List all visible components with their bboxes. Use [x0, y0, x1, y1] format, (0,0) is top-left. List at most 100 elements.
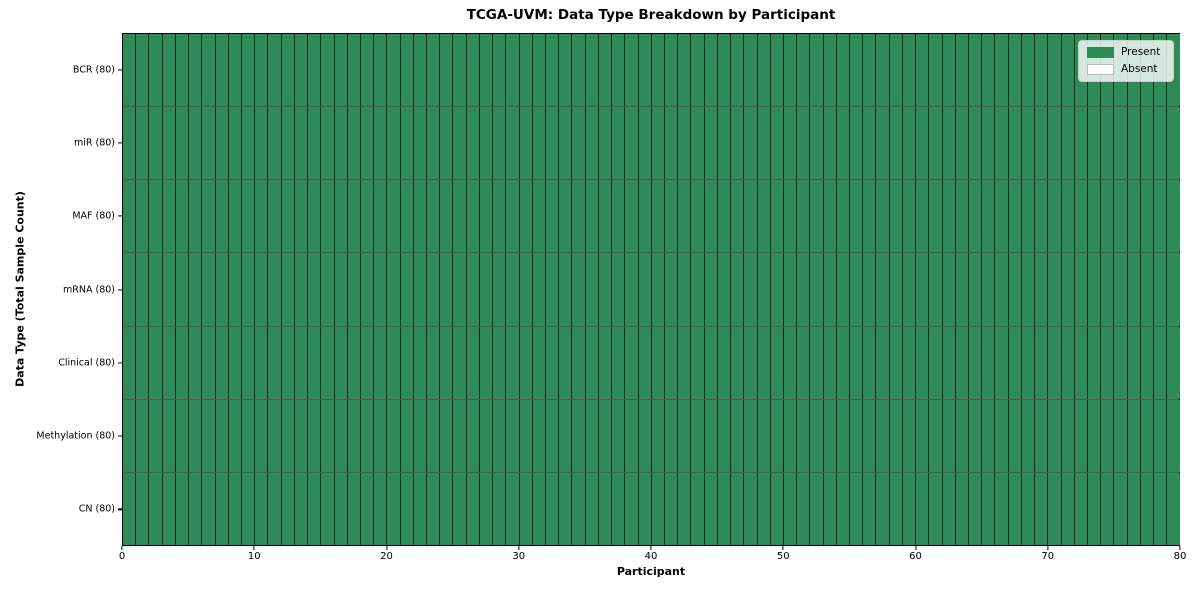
heatmap-cell [228, 34, 242, 107]
heatmap-cell [546, 34, 560, 107]
heatmap-cell [559, 326, 573, 399]
heatmap-cell [466, 253, 480, 326]
heatmap-cell [863, 107, 877, 180]
heatmap-cell [836, 472, 851, 545]
heatmap-cell [493, 326, 507, 399]
heatmap-cell [691, 326, 705, 399]
heatmap-cell [493, 34, 507, 107]
heatmap-cell [202, 34, 216, 107]
legend-label-absent: Absent [1121, 63, 1158, 76]
heatmap-cell [241, 399, 256, 472]
heatmap-cell [347, 472, 361, 545]
heatmap-cell [902, 107, 917, 180]
heatmap-cell [334, 253, 348, 326]
heatmap-cell [136, 253, 150, 326]
heatmap-cell [916, 399, 930, 472]
heatmap-cell [506, 326, 520, 399]
heatmap-cell [1074, 107, 1088, 180]
heatmap-cell [1074, 399, 1088, 472]
heatmap-cell [215, 399, 229, 472]
x-tick-mark [1179, 546, 1181, 550]
heatmap-cell [1074, 180, 1088, 253]
heatmap-cell [902, 399, 917, 472]
heatmap-cell [889, 326, 903, 399]
heatmap-cell [664, 180, 679, 253]
heatmap-cell [995, 180, 1009, 253]
heatmap-cell [1035, 472, 1049, 545]
heatmap-cell [691, 34, 705, 107]
heatmap-cell [519, 34, 533, 107]
heatmap-cell [717, 180, 732, 253]
heatmap-cell [744, 472, 758, 545]
heatmap-cell [757, 399, 771, 472]
heatmap-cell [268, 253, 282, 326]
heatmap-cell [704, 472, 718, 545]
heatmap-cell [612, 107, 626, 180]
heatmap-cell [1127, 399, 1141, 472]
heatmap-cell [453, 326, 467, 399]
heatmap-cell [823, 253, 837, 326]
heatmap-cell [189, 34, 203, 107]
heatmap-cell [1048, 107, 1062, 180]
heatmap-cell [982, 399, 996, 472]
heatmap-cell [479, 34, 494, 107]
heatmap-cell [704, 326, 718, 399]
heatmap-cell [982, 253, 996, 326]
heatmap-cell [850, 472, 864, 545]
x-tick-label: 80 [1173, 551, 1187, 562]
legend-item-present: Present [1087, 47, 1165, 58]
heatmap-cell [281, 399, 295, 472]
heatmap-cell [519, 180, 533, 253]
heatmap-cell [836, 180, 851, 253]
heatmap-cell [902, 472, 917, 545]
heatmap-cell [347, 34, 361, 107]
heatmap-cell [585, 34, 599, 107]
heatmap-cell [783, 472, 798, 545]
heatmap-cell [783, 326, 798, 399]
heatmap-cell [268, 34, 282, 107]
heatmap-cell [149, 326, 163, 399]
heatmap-cell [1140, 180, 1155, 253]
heatmap-cell [136, 472, 150, 545]
heatmap-cell [413, 399, 428, 472]
heatmap-cell [532, 472, 546, 545]
heatmap-cell [744, 107, 758, 180]
heatmap-cell [493, 399, 507, 472]
heatmap-cell [374, 180, 388, 253]
heatmap-cell [162, 472, 176, 545]
heatmap-cell [863, 472, 877, 545]
heatmap-cell [1008, 326, 1022, 399]
heatmap-cell [189, 326, 203, 399]
heatmap-cell [929, 34, 943, 107]
heatmap-cell [678, 253, 692, 326]
heatmap-cell [241, 107, 256, 180]
heatmap-cell [717, 399, 732, 472]
heatmap-cell [850, 180, 864, 253]
heatmap-cell [889, 34, 903, 107]
y-tick-mark [118, 215, 122, 217]
heatmap-cell [572, 326, 586, 399]
heatmap-cell [1048, 399, 1062, 472]
heatmap-cell [1167, 472, 1180, 545]
heatmap-cell [202, 107, 216, 180]
heatmap-cell [797, 34, 811, 107]
y-tick-mark [118, 362, 122, 364]
heatmap-cell [241, 326, 256, 399]
heatmap-cell [294, 399, 309, 472]
heatmap-row [123, 399, 1180, 473]
heatmap-cell [334, 326, 348, 399]
heatmap-cell [347, 399, 361, 472]
heatmap-cell [664, 326, 679, 399]
heatmap-cell [823, 399, 837, 472]
heatmap-cell [1140, 253, 1155, 326]
y-axis-label: Data Type (Total Sample Count) [13, 191, 27, 387]
heatmap-cell [863, 326, 877, 399]
heatmap-cell [612, 253, 626, 326]
heatmap-cell [929, 180, 943, 253]
heatmap-cell [810, 253, 824, 326]
heatmap-cell [1087, 399, 1102, 472]
heatmap-cell [916, 180, 930, 253]
heatmap-cell [916, 34, 930, 107]
heatmap-cell [228, 399, 242, 472]
heatmap-cell [308, 326, 322, 399]
